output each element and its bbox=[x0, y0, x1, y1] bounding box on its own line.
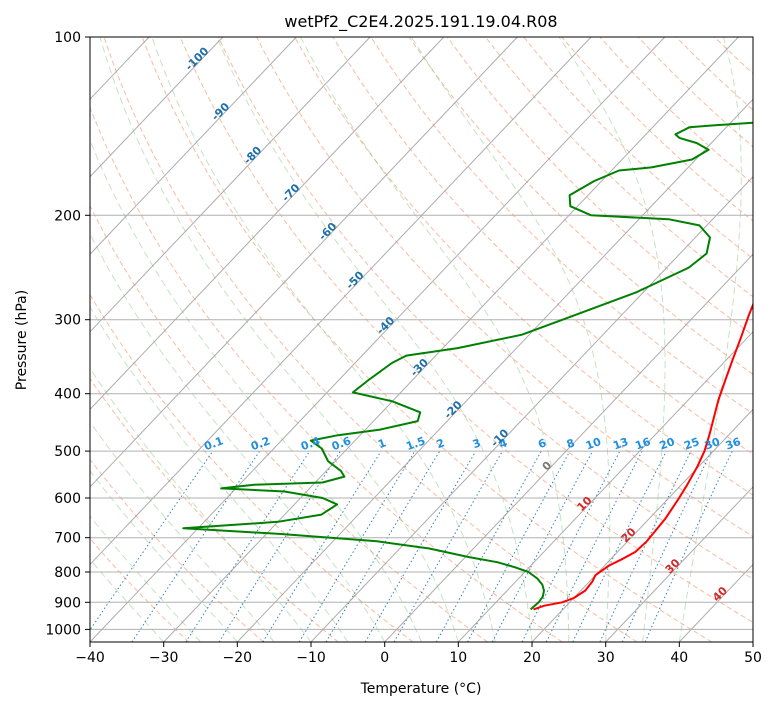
x-tick-label: −30 bbox=[149, 650, 179, 666]
y-axis-label: Pressure (hPa) bbox=[14, 290, 30, 390]
x-axis-label: Temperature (°C) bbox=[360, 681, 482, 697]
x-tick-label: 10 bbox=[449, 650, 467, 666]
y-tick-label: 1000 bbox=[45, 622, 81, 638]
x-tick-label: 40 bbox=[670, 650, 688, 666]
x-tick-label: 0 bbox=[380, 650, 389, 666]
y-tick-label: 200 bbox=[54, 208, 81, 224]
x-tick-label: 50 bbox=[744, 650, 762, 666]
y-tick-label: 700 bbox=[54, 531, 81, 547]
x-tick-label: −40 bbox=[75, 650, 105, 666]
y-tick-label: 500 bbox=[54, 444, 81, 460]
x-tick-label: −20 bbox=[223, 650, 253, 666]
y-tick-label: 100 bbox=[54, 30, 81, 46]
y-tick-label: 400 bbox=[54, 387, 81, 403]
x-tick-label: 20 bbox=[523, 650, 541, 666]
y-tick-label: 600 bbox=[54, 491, 81, 507]
y-tick-label: 900 bbox=[54, 595, 81, 611]
x-tick-label: −10 bbox=[296, 650, 326, 666]
y-tick-label: 800 bbox=[54, 565, 81, 581]
y-tick-label: 300 bbox=[54, 313, 81, 329]
chart-title: wetPf2_C2E4.2025.191.19.04.R08 bbox=[284, 12, 557, 32]
x-tick-label: 30 bbox=[597, 650, 615, 666]
